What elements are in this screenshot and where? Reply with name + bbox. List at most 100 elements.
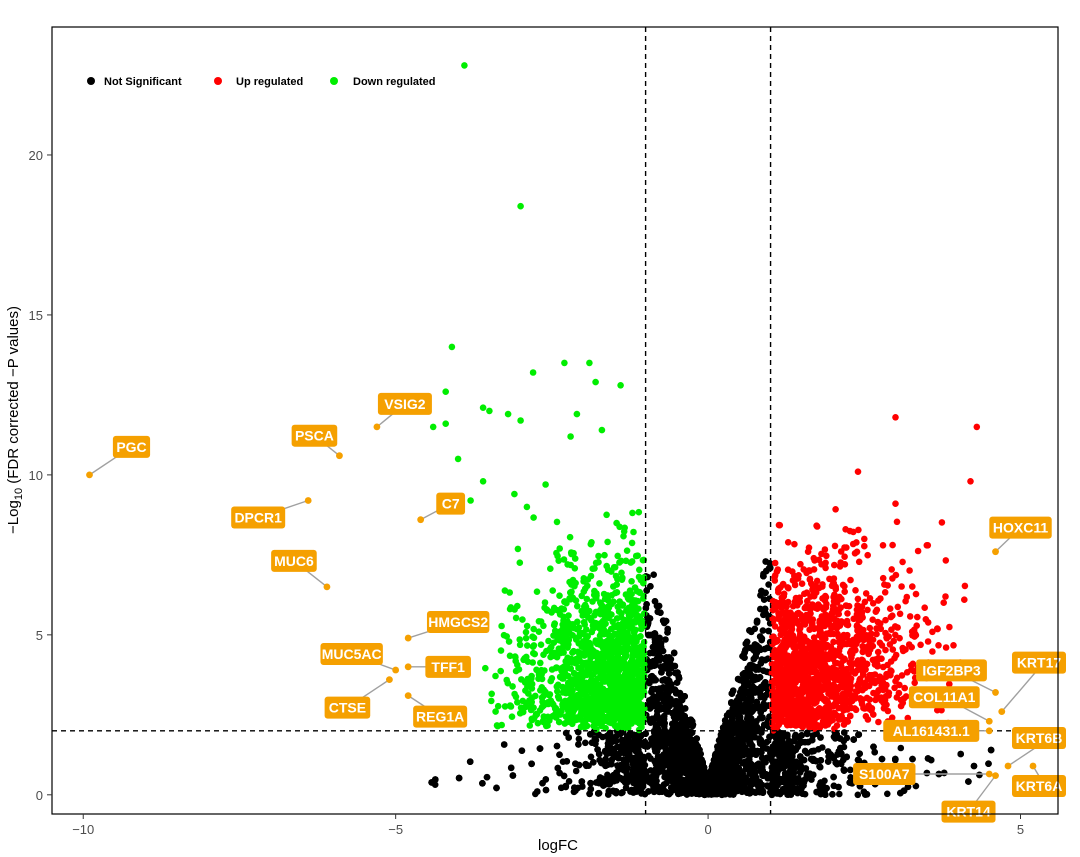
point-not-significant	[729, 715, 736, 723]
point-not-significant	[603, 750, 611, 758]
point-not-significant	[592, 737, 599, 744]
point-not-significant	[556, 769, 563, 777]
point-not-significant	[595, 750, 603, 758]
point-not-significant	[970, 762, 978, 770]
point-not-significant	[850, 736, 857, 743]
point-not-significant	[792, 746, 800, 754]
point-not-significant	[668, 784, 676, 792]
point-not-significant	[783, 741, 791, 748]
point-not-significant	[582, 760, 589, 768]
point-not-significant	[766, 733, 773, 741]
point-not-significant	[759, 627, 767, 634]
point-not-significant	[650, 571, 657, 578]
point-not-significant	[728, 690, 736, 697]
point-not-significant	[534, 788, 541, 795]
point-not-significant	[781, 770, 789, 777]
point-not-significant	[653, 747, 661, 755]
point-not-significant	[590, 759, 597, 766]
point-not-significant	[595, 779, 603, 787]
point-not-significant	[854, 791, 862, 799]
point-not-significant	[758, 754, 766, 762]
point-not-significant	[432, 776, 439, 783]
point-not-significant	[633, 758, 640, 765]
point-not-significant	[748, 628, 755, 636]
point-not-significant	[836, 790, 843, 798]
point-not-significant	[801, 747, 809, 755]
point-not-significant	[847, 774, 854, 781]
point-not-significant	[830, 773, 837, 781]
point-not-significant	[553, 742, 561, 750]
point-not-significant	[758, 636, 765, 644]
point-not-significant	[747, 665, 755, 672]
point-not-significant	[556, 751, 563, 758]
point-not-significant	[787, 786, 794, 793]
point-not-significant	[832, 759, 840, 766]
point-not-significant	[575, 741, 582, 748]
point-not-significant	[681, 693, 688, 700]
point-not-significant	[817, 757, 825, 764]
point-not-significant	[614, 762, 621, 769]
point-not-significant	[654, 787, 662, 794]
point-not-significant	[762, 679, 769, 686]
point-not-significant	[763, 738, 771, 746]
point-not-significant	[562, 783, 570, 791]
point-not-significant	[571, 784, 578, 791]
point-not-significant	[688, 741, 695, 748]
point-not-significant	[892, 756, 899, 764]
point-not-significant	[742, 696, 750, 704]
point-not-significant	[582, 739, 589, 747]
point-not-significant	[855, 731, 863, 738]
point-not-significant	[666, 659, 674, 667]
point-not-significant	[572, 767, 580, 775]
point-not-significant	[689, 721, 697, 728]
point-not-significant	[824, 758, 832, 765]
point-not-significant	[670, 745, 677, 752]
point-not-significant	[653, 712, 661, 719]
point-not-significant	[762, 589, 769, 597]
point-not-significant	[646, 649, 654, 657]
point-not-significant	[575, 735, 583, 743]
point-not-significant	[827, 751, 835, 759]
point-not-significant	[830, 782, 838, 790]
point-not-significant	[633, 788, 640, 795]
point-not-significant	[987, 746, 995, 754]
point-not-significant	[781, 778, 789, 786]
point-not-significant	[660, 781, 668, 788]
point-not-significant	[760, 743, 767, 751]
point-not-significant	[792, 778, 799, 785]
point-not-significant	[897, 744, 905, 752]
point-not-significant	[651, 771, 659, 778]
point-not-significant	[662, 636, 669, 643]
point-not-significant	[739, 652, 746, 660]
point-not-significant	[762, 656, 769, 664]
point-not-significant	[500, 741, 508, 748]
point-not-significant	[694, 742, 701, 750]
point-not-significant	[801, 738, 809, 746]
point-not-significant	[924, 755, 932, 762]
point-not-significant	[565, 778, 573, 785]
point-not-significant	[884, 790, 891, 798]
point-not-significant	[659, 705, 666, 712]
point-not-significant	[800, 779, 808, 786]
point-not-significant	[829, 791, 836, 798]
point-not-significant	[976, 771, 983, 779]
point-not-significant	[483, 773, 491, 781]
point-not-significant	[609, 787, 617, 795]
point-not-significant	[779, 786, 787, 793]
point-not-significant	[912, 782, 920, 790]
point-not-significant	[572, 760, 579, 767]
point-not-significant	[660, 715, 668, 723]
point-not-significant	[965, 778, 972, 785]
point-not-significant	[748, 742, 756, 749]
point-not-significant	[742, 640, 750, 648]
point-not-significant	[652, 676, 659, 684]
point-not-significant	[809, 771, 817, 779]
point-not-significant	[753, 617, 761, 625]
point-not-significant	[749, 767, 756, 775]
point-not-significant	[816, 763, 823, 770]
point-not-significant	[649, 685, 656, 693]
point-not-significant	[670, 649, 678, 657]
point-not-significant	[664, 625, 671, 633]
point-not-significant	[985, 760, 992, 767]
point-not-significant	[536, 745, 544, 752]
